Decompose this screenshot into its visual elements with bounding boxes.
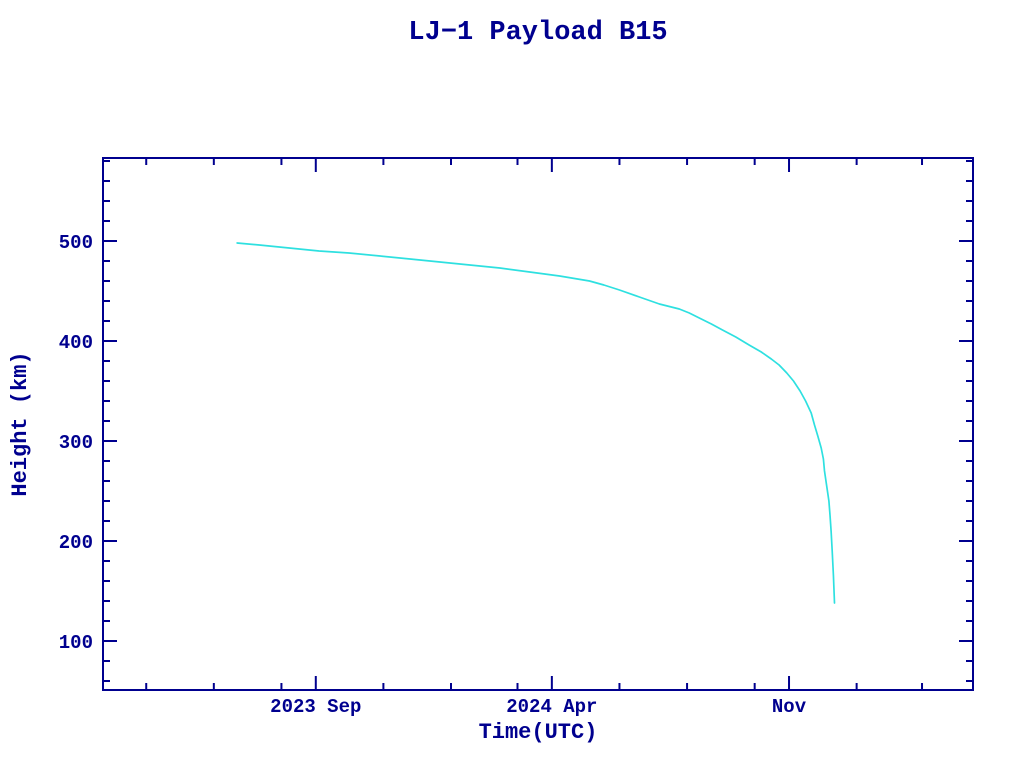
x-tick-label: Nov xyxy=(772,696,807,718)
y-tick-label: 400 xyxy=(59,332,93,354)
axis-tick-labels: 2023 Sep 2024 Apr Nov 500 400 300 200 100 xyxy=(59,232,807,718)
plot-frame xyxy=(102,157,974,691)
x-axis-title: Time(UTC) xyxy=(479,720,598,745)
y-tick-label: 100 xyxy=(59,632,93,654)
x-tick-label: 2024 Apr xyxy=(506,696,597,718)
x-tick-label: 2023 Sep xyxy=(270,696,361,718)
axis-tick-marks xyxy=(103,158,973,690)
y-tick-label: 500 xyxy=(59,232,93,254)
y-tick-label: 200 xyxy=(59,532,93,554)
y-tick-label: 300 xyxy=(59,432,93,454)
y-axis-title: Height (km) xyxy=(8,351,33,496)
chart-title: LJ−1 Payload B15 xyxy=(408,18,667,48)
height-decay-curve xyxy=(236,242,836,604)
